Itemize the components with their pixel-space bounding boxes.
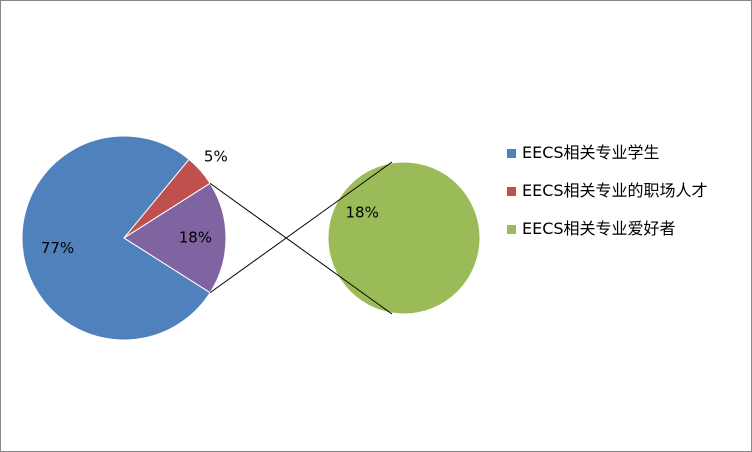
legend-swatch <box>507 149 516 158</box>
legend: EECS相关专业学生 EECS相关专业的职场人才 EECS相关专业爱好者 <box>507 141 708 255</box>
legend-item: EECS相关专业爱好者 <box>507 217 712 241</box>
connector-line <box>209 182 393 315</box>
legend-label: EECS相关专业学生 <box>522 143 660 162</box>
connector-line <box>209 161 393 294</box>
pie-slice <box>21 135 211 341</box>
legend-swatch <box>507 187 516 196</box>
legend-item: EECS相关专业的职场人才 <box>507 179 712 203</box>
data-label: 18% <box>346 203 379 221</box>
legend-swatch <box>507 225 516 234</box>
pie-slice <box>123 182 227 294</box>
data-label: 77% <box>41 239 74 257</box>
data-label: 18% <box>179 229 212 247</box>
legend-label: EECS相关专业的职场人才 <box>522 181 708 200</box>
legend-label: EECS相关专业爱好者 <box>522 219 676 238</box>
legend-item: EECS相关专业学生 <box>507 141 712 165</box>
pie-slice <box>327 161 481 315</box>
data-label: 5% <box>204 148 228 166</box>
